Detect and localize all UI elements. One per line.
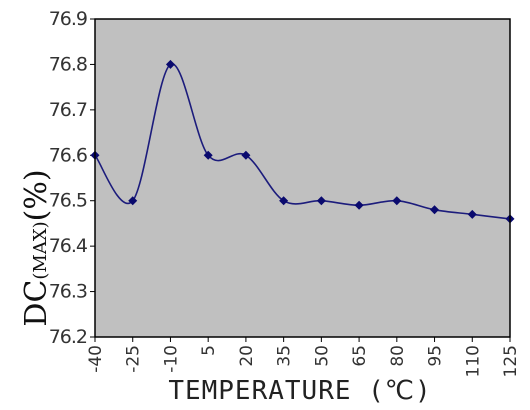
y-tick-label: 76.2: [49, 326, 87, 348]
y-axis-label-suffix: (%): [19, 169, 54, 221]
x-axis-ticks: -40 -25 -10 5 20 35 50 65 80 95 110 125: [86, 337, 521, 377]
y-tick-label: 76.8: [49, 53, 87, 75]
y-tick-label: 76.3: [49, 281, 87, 303]
data-point-marker: [279, 196, 289, 206]
x-tick-label: 65: [350, 345, 370, 367]
x-tick-label: 20: [237, 345, 257, 367]
data-point-marker: [203, 150, 213, 160]
data-point-marker: [392, 196, 402, 206]
y-axis-label-main: DC: [19, 280, 54, 327]
y-tick-label: 76.7: [49, 99, 87, 121]
x-tick-label: -25: [124, 345, 144, 373]
x-tick-label: -40: [86, 345, 106, 373]
x-tick-label: 95: [426, 345, 446, 367]
plot-frame: [94, 18, 511, 338]
x-tick-label: 50: [312, 345, 332, 367]
data-point-marker: [467, 209, 477, 219]
data-point-marker: [430, 205, 440, 215]
y-axis-ticks: 76.2 76.3 76.4 76.5 76.6 76.7 76.8 76.9: [49, 8, 95, 348]
x-tick-label: -10: [161, 345, 181, 373]
x-tick-label: 35: [275, 345, 295, 367]
y-tick-label: 76.5: [49, 190, 87, 212]
plot-area: [95, 19, 510, 337]
x-tick-label: 80: [388, 345, 408, 367]
data-point-marker: [128, 196, 138, 206]
y-tick-label: 76.9: [49, 8, 87, 30]
data-point-marker: [165, 59, 175, 69]
x-tick-label: 5: [199, 345, 219, 356]
svg-text:DC(MAX)(%): DC(MAX)(%): [19, 169, 54, 326]
y-axis-label-subscript: (MAX): [30, 221, 51, 279]
data-point-marker: [241, 150, 251, 160]
data-point-marker: [316, 196, 326, 206]
data-point-marker: [354, 200, 364, 210]
y-tick-label: 76.4: [49, 235, 88, 257]
x-axis-label: TEMPERATURE (℃): [168, 376, 431, 406]
x-tick-label: 110: [463, 345, 483, 377]
y-tick-label: 76.6: [49, 144, 87, 166]
y-axis-label: DC(MAX)(%): [19, 169, 54, 326]
x-tick-label: 125: [501, 345, 521, 377]
